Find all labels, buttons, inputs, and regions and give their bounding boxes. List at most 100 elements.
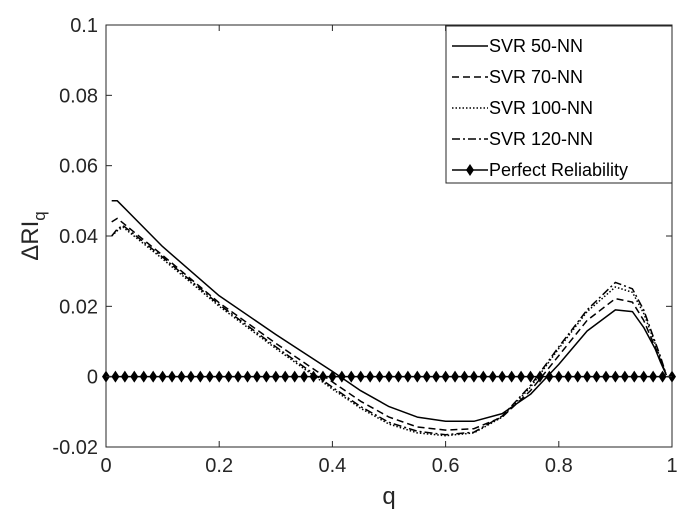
diamond-marker bbox=[158, 370, 167, 383]
diamond-marker bbox=[592, 370, 601, 383]
diamond-marker bbox=[177, 370, 186, 383]
diamond-marker bbox=[318, 370, 327, 383]
diamond-marker bbox=[601, 370, 610, 383]
diamond-marker bbox=[564, 370, 573, 383]
diamond-marker bbox=[366, 370, 375, 383]
diamond-marker bbox=[517, 370, 526, 383]
diamond-marker bbox=[403, 370, 412, 383]
legend-item-svr-70-nn: SVR 70-NN bbox=[452, 67, 583, 87]
diamond-marker bbox=[498, 370, 507, 383]
x-tick-label: 0.6 bbox=[432, 455, 460, 477]
diamond-marker bbox=[290, 370, 299, 383]
diamond-marker bbox=[554, 370, 563, 383]
x-tick-label: 0.2 bbox=[205, 455, 233, 477]
diamond-marker bbox=[583, 370, 592, 383]
legend-item-perfect-reliability: Perfect Reliability bbox=[452, 160, 628, 180]
legend-label: SVR 50-NN bbox=[489, 36, 583, 56]
series-line bbox=[111, 217, 667, 431]
y-tick-label: 0.08 bbox=[59, 85, 98, 107]
diamond-marker bbox=[545, 370, 554, 383]
diamond-marker bbox=[205, 370, 214, 383]
series-line bbox=[111, 224, 668, 436]
diamond-marker bbox=[215, 370, 224, 383]
y-tick-label: 0.1 bbox=[70, 15, 98, 37]
diamond-marker bbox=[630, 370, 639, 383]
diamond-marker bbox=[281, 370, 290, 383]
diamond-marker bbox=[149, 370, 158, 383]
series-svr-50-nn bbox=[111, 200, 667, 423]
series-svr-100-nn bbox=[111, 226, 668, 437]
x-tick-label: 0 bbox=[100, 455, 111, 477]
y-tick-label: 0.06 bbox=[59, 156, 98, 178]
diamond-marker bbox=[422, 370, 431, 383]
diamond-marker bbox=[611, 370, 620, 383]
diamond-marker bbox=[573, 370, 582, 383]
x-axis-label: q bbox=[382, 483, 395, 510]
diamond-marker bbox=[224, 370, 233, 383]
legend-item-svr-100-nn: SVR 100-NN bbox=[452, 98, 593, 118]
series-svr-70-nn bbox=[111, 217, 667, 431]
series-line bbox=[111, 200, 667, 423]
diamond-marker bbox=[535, 370, 544, 383]
diamond-marker bbox=[526, 370, 535, 383]
diamond-marker bbox=[649, 370, 658, 383]
x-tick-label: 0.8 bbox=[545, 455, 573, 477]
diamond-marker bbox=[139, 370, 148, 383]
x-tick-label: 0.4 bbox=[318, 455, 346, 477]
series-line bbox=[111, 226, 668, 437]
diamond-marker bbox=[262, 370, 271, 383]
diamond-marker bbox=[385, 370, 393, 383]
legend-label: Perfect Reliability bbox=[489, 160, 628, 180]
diamond-marker bbox=[130, 370, 139, 383]
diamond-marker bbox=[196, 370, 205, 383]
diamond-marker bbox=[441, 370, 450, 383]
y-tick-label: 0.02 bbox=[59, 296, 98, 318]
series-perfect-reliability bbox=[102, 370, 676, 383]
legend-box bbox=[445, 25, 673, 184]
diamond-marker bbox=[375, 370, 384, 383]
diamond-marker bbox=[243, 370, 252, 383]
legend-label: SVR 100-NN bbox=[489, 98, 593, 118]
diamond-marker bbox=[234, 370, 243, 383]
legend-diamond-marker bbox=[466, 164, 474, 176]
series-layer bbox=[102, 200, 676, 437]
diamond-marker bbox=[488, 370, 497, 383]
diamond-marker bbox=[469, 370, 478, 383]
y-axis-label-subscript: q bbox=[30, 211, 49, 220]
y-axis-label-main: ΔRI bbox=[17, 221, 44, 261]
diamond-marker bbox=[186, 370, 195, 383]
diamond-marker bbox=[413, 370, 422, 383]
diamond-marker bbox=[309, 370, 318, 383]
y-tick-label: -0.02 bbox=[52, 437, 98, 459]
y-axis-label: ΔRIq bbox=[17, 211, 49, 261]
diamond-marker bbox=[347, 370, 356, 383]
legend-label: SVR 70-NN bbox=[489, 67, 583, 87]
diamond-marker bbox=[111, 370, 120, 383]
legend-item-svr-50-nn: SVR 50-NN bbox=[452, 36, 583, 56]
diamond-marker bbox=[120, 370, 129, 383]
diamond-marker bbox=[271, 370, 280, 383]
legend: SVR 50-NN SVR 70-NN SVR 100-NN SVR 120-NN Pe… bbox=[445, 25, 673, 184]
x-tick-label: 1 bbox=[666, 455, 677, 477]
legend-item-svr-120-nn: SVR 120-NN bbox=[452, 129, 593, 149]
diamond-marker bbox=[451, 370, 460, 383]
diamond-marker bbox=[337, 370, 346, 383]
diamond-marker bbox=[460, 370, 469, 383]
diamond-marker bbox=[356, 370, 365, 383]
diamond-marker bbox=[620, 370, 629, 383]
diamond-marker bbox=[300, 370, 309, 383]
diamond-marker bbox=[394, 370, 403, 383]
series-svr-120-nn bbox=[111, 224, 668, 436]
diamond-marker bbox=[507, 370, 516, 383]
diamond-marker bbox=[658, 370, 667, 383]
y-tick-label: 0 bbox=[87, 367, 98, 389]
y-tick-label: 0.04 bbox=[59, 226, 98, 248]
diamond-marker bbox=[328, 370, 337, 383]
diamond-marker bbox=[639, 370, 648, 383]
diamond-marker bbox=[432, 370, 441, 383]
diamond-marker bbox=[479, 370, 488, 383]
diamond-marker bbox=[252, 370, 261, 383]
diamond-marker bbox=[168, 370, 177, 383]
